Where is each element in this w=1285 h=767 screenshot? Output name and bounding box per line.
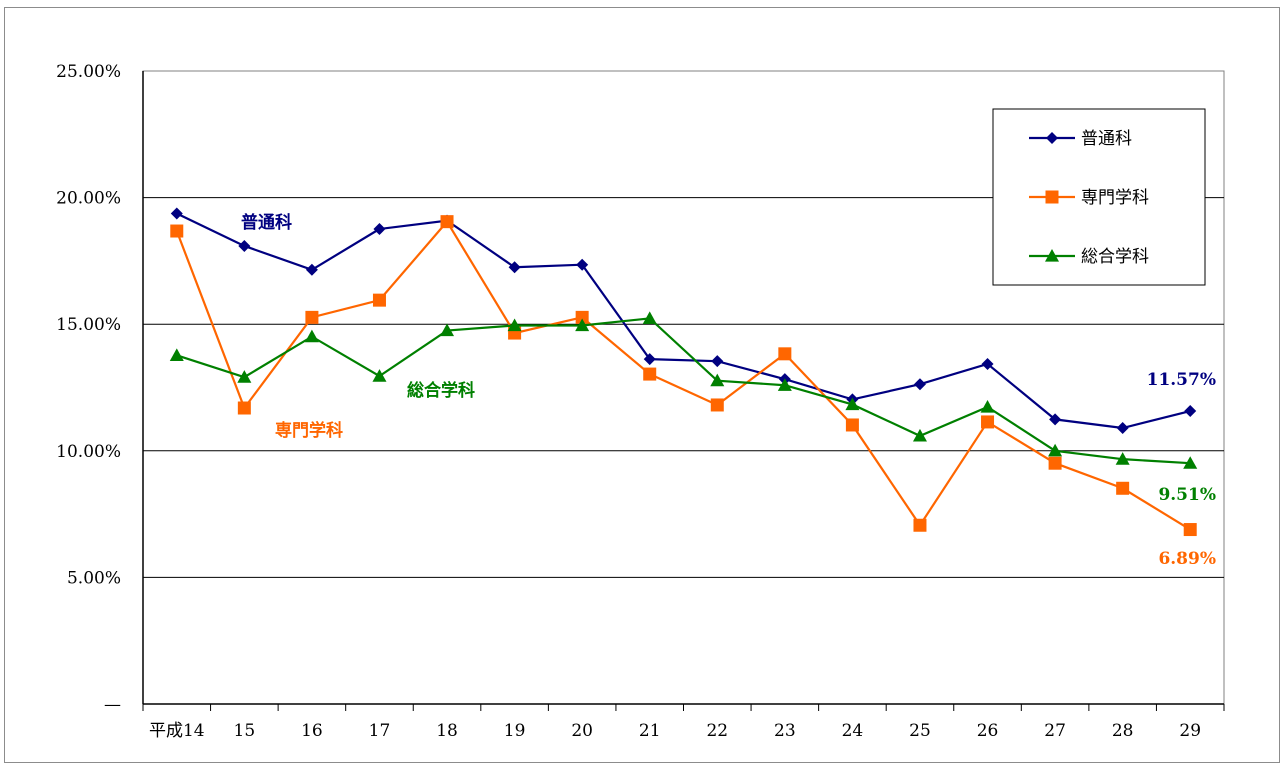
y-tick-label: 10.00% xyxy=(56,442,121,462)
data-point-senmon xyxy=(1183,523,1197,537)
line-chart: 25.00% 20.00% 15.00% 10.00% 5.00% — 平成14 15 16 17… xyxy=(56,62,1225,741)
chart-frame: 25.00% 20.00% 15.00% 10.00% 5.00% — 平成14 15 16 17… xyxy=(4,7,1280,763)
data-point-futsuka xyxy=(981,357,994,370)
series-inline-label: 普通科 xyxy=(241,212,292,233)
data-point-sogo xyxy=(440,323,455,337)
data-point-futsuka xyxy=(508,261,521,274)
series-inline-label: 総合学科 xyxy=(407,380,475,401)
data-point-sogo xyxy=(575,318,590,332)
data-point-senmon xyxy=(845,418,859,432)
data-point-senmon xyxy=(170,224,184,238)
data-point-futsuka xyxy=(170,207,183,220)
x-tick-label: 27 xyxy=(1044,721,1066,741)
data-point-sogo xyxy=(237,370,252,383)
data-point-senmon xyxy=(1048,456,1062,470)
legend-marker xyxy=(1046,132,1058,144)
data-point-senmon xyxy=(710,398,724,412)
data-point-futsuka xyxy=(1184,405,1197,418)
x-tick-label: 26 xyxy=(977,721,999,741)
data-point-senmon xyxy=(913,518,927,532)
series-end-label: 6.89% xyxy=(1158,549,1216,569)
data-point-sogo xyxy=(1048,443,1063,457)
data-point-futsuka xyxy=(305,263,318,276)
data-point-sogo xyxy=(169,348,184,361)
data-point-sogo xyxy=(845,397,860,411)
data-point-futsuka xyxy=(643,353,656,366)
legend-label: 普通科 xyxy=(1081,129,1132,149)
x-tick-label: 21 xyxy=(639,721,661,741)
y-tick-label: 5.00% xyxy=(67,568,121,588)
x-tick-label: 15 xyxy=(234,721,256,741)
data-point-sogo xyxy=(507,318,522,332)
data-point-senmon xyxy=(778,347,792,361)
data-point-futsuka xyxy=(913,378,926,391)
legend-box xyxy=(992,108,1206,286)
series-line-futsuka xyxy=(176,212,1191,430)
x-tick-label: 17 xyxy=(369,721,391,741)
data-point-senmon xyxy=(237,401,251,415)
data-point-sogo xyxy=(1115,452,1130,465)
legend-marker xyxy=(1045,249,1059,262)
x-tick-label: 20 xyxy=(571,721,593,741)
x-tick-label: 16 xyxy=(301,721,323,741)
data-point-futsuka xyxy=(238,239,251,252)
legend-label: 総合学科 xyxy=(1081,247,1149,267)
data-point-sogo xyxy=(372,369,387,382)
x-tick-label: 25 xyxy=(909,721,931,741)
data-point-senmon xyxy=(643,367,657,381)
y-tick-label: 20.00% xyxy=(56,189,121,209)
legend-marker xyxy=(1045,190,1059,204)
series-inline-label: 専門学科 xyxy=(275,420,343,441)
legend-label: 専門学科 xyxy=(1081,188,1149,208)
data-point-senmon xyxy=(1116,481,1130,495)
data-point-senmon xyxy=(440,215,454,229)
x-tick-label: 28 xyxy=(1112,721,1134,741)
data-point-sogo xyxy=(642,311,657,324)
data-point-futsuka xyxy=(373,222,386,235)
x-tick-label: 19 xyxy=(504,721,526,741)
axes: 25.00% 20.00% 15.00% 10.00% 5.00% — 平成14 15 16 17… xyxy=(56,62,1225,741)
series-line-sogo xyxy=(176,317,1191,465)
data-point-senmon xyxy=(981,415,995,429)
y-tick-label: — xyxy=(104,695,121,715)
series-line-senmon xyxy=(175,219,1191,531)
data-point-senmon xyxy=(305,310,319,324)
data-point-sogo xyxy=(710,373,725,387)
data-point-futsuka xyxy=(711,355,724,368)
series-end-label: 11.57% xyxy=(1147,370,1216,390)
data-point-sogo xyxy=(912,428,927,442)
data-point-sogo xyxy=(1183,456,1198,469)
y-tick-label: 25.00% xyxy=(56,62,121,82)
x-tick-label: 23 xyxy=(774,721,796,741)
data-point-futsuka xyxy=(576,258,589,271)
data-point-senmon xyxy=(575,310,589,324)
x-tick-label: 29 xyxy=(1179,721,1201,741)
data-point-sogo xyxy=(304,329,319,343)
x-tick-label: 平成14 xyxy=(149,721,205,741)
series-end-label: 9.51% xyxy=(1158,485,1216,505)
data-point-futsuka xyxy=(1049,413,1062,426)
data-point-sogo xyxy=(980,399,995,413)
x-tick-label: 24 xyxy=(842,721,864,741)
x-tick-label: 22 xyxy=(706,721,728,741)
y-tick-label: 15.00% xyxy=(56,315,121,335)
data-point-senmon xyxy=(372,293,386,307)
data-point-futsuka xyxy=(1116,422,1129,435)
x-tick-label: 18 xyxy=(436,721,458,741)
series-lines xyxy=(169,207,1198,537)
data-point-sogo xyxy=(777,378,792,391)
